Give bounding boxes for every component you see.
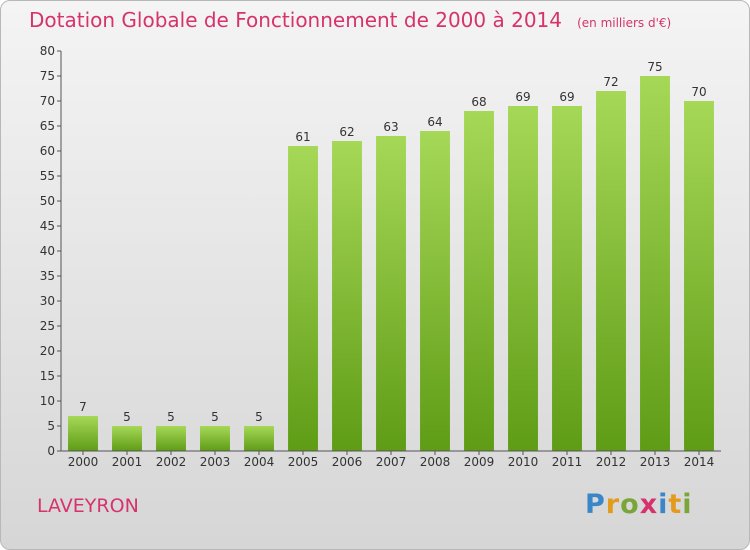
bar-value-label: 72: [603, 75, 618, 89]
bar-2002: [156, 426, 186, 451]
bar-value-label: 5: [255, 410, 263, 424]
place-name: LAVEYRON: [37, 495, 139, 517]
bar-2003: [200, 426, 230, 451]
bar-2005: [288, 146, 318, 451]
x-tick-label: 2001: [112, 455, 143, 469]
bar-value-label: 5: [211, 410, 219, 424]
bar-2014: [684, 101, 714, 451]
bar-2007: [376, 136, 406, 451]
bar-2009: [464, 111, 494, 451]
bar-2011: [552, 106, 582, 451]
bar-2004: [244, 426, 274, 451]
y-tick-label: 70: [40, 94, 55, 108]
bar-value-label: 5: [123, 410, 131, 424]
bar-value-label: 69: [515, 90, 530, 104]
y-tick-label: 40: [40, 244, 55, 258]
x-tick-label: 2005: [288, 455, 319, 469]
y-tick-label: 35: [40, 269, 55, 283]
y-tick-label: 50: [40, 194, 55, 208]
proxiti-logo: Proxiti: [585, 489, 693, 520]
x-tick-label: 2008: [420, 455, 451, 469]
y-tick-label: 20: [40, 344, 55, 358]
bar-2010: [508, 106, 538, 451]
y-tick-label: 10: [40, 394, 55, 408]
bar-2012: [596, 91, 626, 451]
bar-2008: [420, 131, 450, 451]
y-tick-label: 25: [40, 319, 55, 333]
y-axis: 0 5 10 15 20 25 30 35 40 45 50 55 60 65 70 75 80: [40, 44, 62, 458]
bar-value-label: 62: [339, 125, 354, 139]
y-tick-label: 65: [40, 119, 55, 133]
y-tick-label: 60: [40, 144, 55, 158]
x-tick-label: 2010: [508, 455, 539, 469]
y-tick-label: 75: [40, 69, 55, 83]
bar-value-label: 69: [559, 90, 574, 104]
x-tick-label: 2012: [596, 455, 627, 469]
x-tick-label: 2007: [376, 455, 407, 469]
x-tick-label: 2011: [552, 455, 583, 469]
x-axis: 2000 2001 2002 2003 2004 2005 2006 2007 2008 2009…: [61, 450, 721, 469]
x-tick-label: 2009: [464, 455, 495, 469]
chart-title: Dotation Globale de Fonctionnement de 20…: [29, 8, 562, 32]
bar-2013: [640, 76, 670, 451]
bar-2006: [332, 141, 362, 451]
x-tick-label: 2013: [640, 455, 671, 469]
x-tick-label: 2000: [68, 455, 99, 469]
y-tick-label: 55: [40, 169, 55, 183]
bar-2000: [68, 416, 98, 451]
y-tick-label: 0: [47, 444, 55, 458]
bar-2001: [112, 426, 142, 451]
y-tick-label: 15: [40, 369, 55, 383]
x-tick-label: 2002: [156, 455, 187, 469]
bar-value-label: 75: [647, 60, 662, 74]
chart-unit: (en milliers d'€): [577, 16, 672, 30]
bar-value-label: 63: [383, 120, 398, 134]
y-tick-label: 80: [40, 44, 55, 58]
y-tick-label: 45: [40, 219, 55, 233]
bar-value-label: 5: [167, 410, 175, 424]
x-tick-label: 2004: [244, 455, 275, 469]
bar-value-label: 7: [79, 400, 87, 414]
bar-value-label: 61: [295, 130, 310, 144]
title-row: Dotation Globale de Fonctionnement de 20…: [29, 8, 671, 32]
x-tick-label: 2014: [684, 455, 715, 469]
bar-value-label: 70: [691, 85, 706, 99]
bar-value-label: 68: [471, 95, 486, 109]
y-tick-label: 30: [40, 294, 55, 308]
x-tick-label: 2003: [200, 455, 231, 469]
y-tick-label: 5: [47, 419, 55, 433]
bar-value-label: 64: [427, 115, 442, 129]
x-tick-label: 2006: [332, 455, 363, 469]
